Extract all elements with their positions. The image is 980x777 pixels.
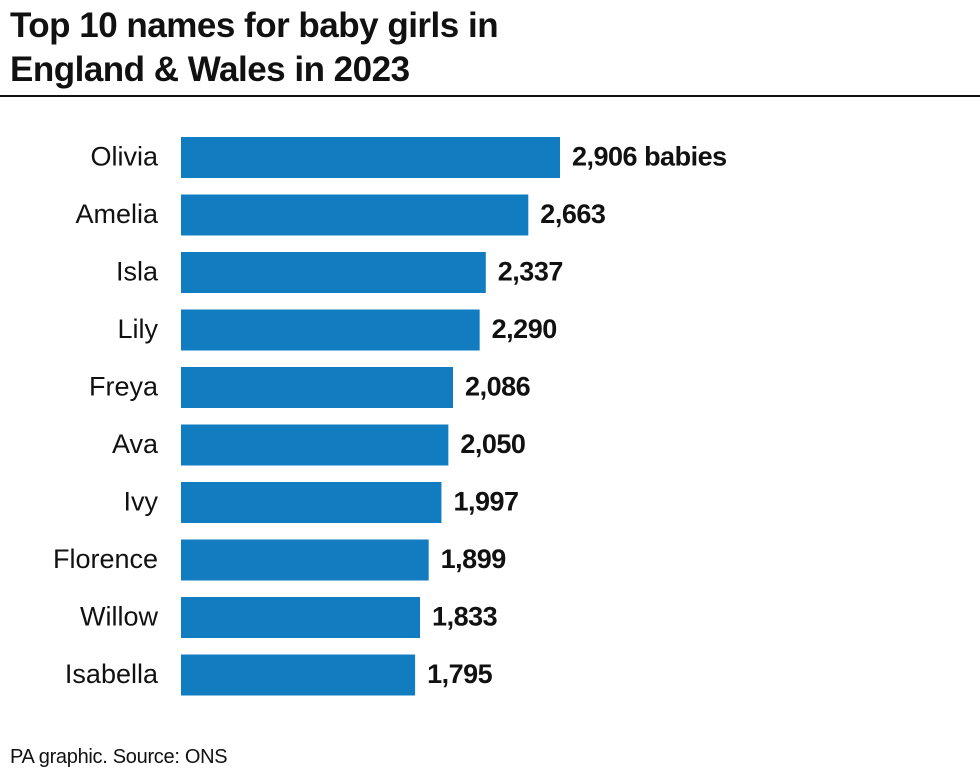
bar (181, 252, 486, 293)
title-rule (0, 95, 980, 97)
bar (181, 424, 449, 466)
value-label: 2,050 (460, 429, 525, 459)
category-label: Ivy (123, 487, 158, 517)
category-label: Olivia (90, 142, 158, 172)
value-label: 1,997 (453, 487, 518, 517)
value-label: 1,833 (432, 602, 498, 632)
category-label: Isla (116, 257, 159, 287)
value-label: 2,290 (492, 314, 557, 344)
category-label: Amelia (75, 199, 159, 229)
bar (181, 482, 442, 523)
value-label: 2,086 (465, 372, 531, 402)
bar (181, 597, 421, 638)
value-label: 2,337 (498, 257, 563, 287)
chart-title: Top 10 names for baby girls in England &… (10, 6, 499, 89)
bar (181, 367, 454, 408)
category-label: Lily (117, 314, 158, 344)
value-label: 1,899 (441, 544, 507, 574)
bar (181, 194, 529, 236)
value-label: 2,906 babies (572, 142, 727, 172)
category-label: Isabella (65, 659, 159, 689)
source-note: PA graphic. Source: ONS (10, 746, 228, 768)
category-label: Florence (53, 544, 158, 574)
category-label: Willow (80, 602, 158, 632)
value-label: 2,663 (540, 199, 606, 229)
bar (181, 309, 480, 351)
chart: Olivia 2,906 babies Amelia 2,663 Isla 2,337 Li… (53, 137, 727, 696)
bar (181, 137, 560, 178)
bar (181, 654, 416, 696)
bar (181, 539, 429, 581)
value-label: 1,795 (427, 659, 493, 689)
category-label: Ava (112, 429, 159, 459)
category-label: Freya (89, 372, 159, 402)
